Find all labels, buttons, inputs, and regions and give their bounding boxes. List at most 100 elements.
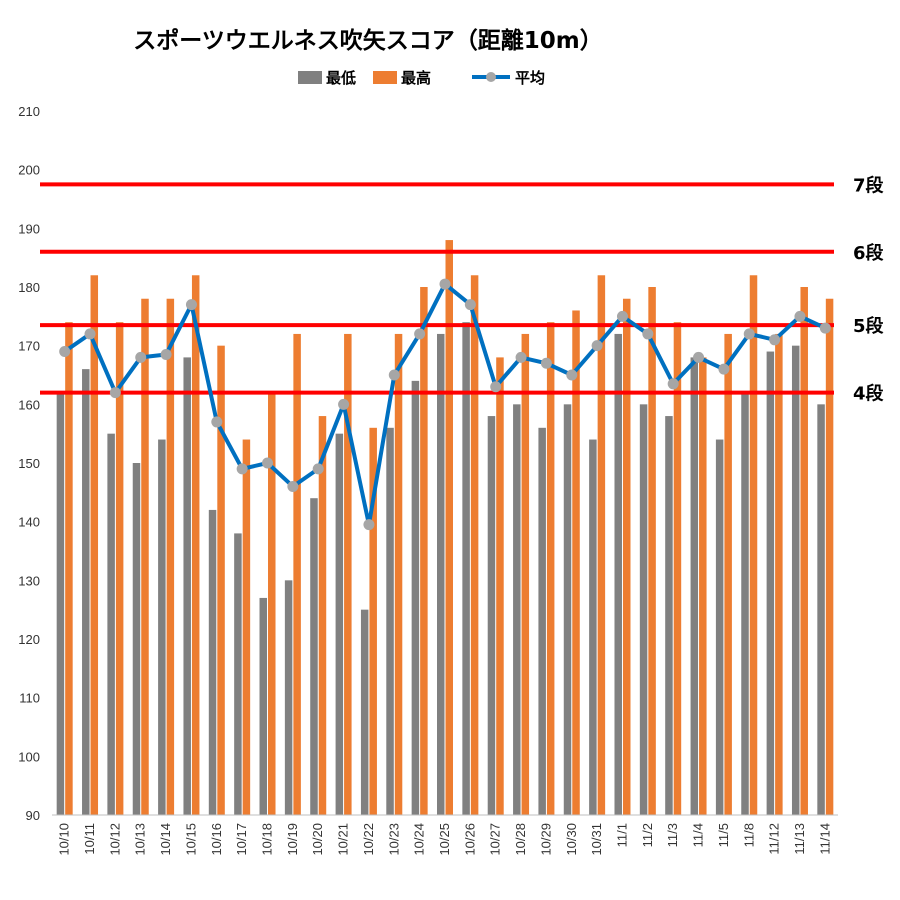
average-point (667, 378, 679, 390)
bar-min (513, 404, 521, 815)
chart-title: スポーツウエルネス吹矢スコア（距離10m） (133, 27, 603, 54)
bar-min (665, 416, 673, 815)
y-tick-label: 150 (18, 456, 40, 471)
x-tick-label: 11/2 (640, 823, 655, 847)
bar-min (639, 404, 648, 815)
average-point (414, 328, 426, 340)
average-point (515, 351, 527, 363)
bar-max (825, 298, 834, 815)
average-point (819, 322, 831, 334)
x-tick-label: 11/1 (614, 823, 629, 847)
legend-swatch-avg-marker (486, 72, 496, 82)
bar-max (191, 275, 200, 815)
y-tick-label: 100 (18, 749, 40, 764)
x-tick-label: 10/31 (589, 823, 604, 856)
x-tick-label: 11/14 (817, 823, 832, 855)
average-point (490, 381, 502, 393)
x-tick-label: 10/13 (133, 823, 148, 856)
x-tick-label: 10/18 (260, 823, 275, 856)
x-tick-label: 11/13 (792, 823, 807, 855)
bar-max (166, 298, 175, 815)
reference-line-label: 7段 (853, 174, 885, 196)
y-axis-ticks: 90 100 110 120 130 140 150 160 170 180 190 200 210 (18, 104, 40, 823)
bar-min (310, 498, 318, 815)
x-tick-label: 10/28 (513, 823, 528, 856)
average-point (591, 340, 603, 352)
average-point (312, 463, 324, 475)
reference-line-label: 6段 (853, 242, 885, 264)
bar-max (699, 357, 707, 815)
bar-max (496, 357, 504, 815)
legend-swatch-max (373, 71, 397, 84)
bar-min (284, 580, 293, 815)
legend-label-max: 最高 (401, 69, 431, 87)
average-point (566, 369, 578, 381)
x-tick-label: 10/24 (412, 823, 427, 856)
x-tick-label: 11/4 (691, 823, 706, 847)
x-tick-label: 10/26 (462, 823, 477, 856)
x-tick-label: 10/15 (183, 823, 198, 856)
bar-max (800, 287, 808, 815)
x-tick-label: 11/3 (665, 823, 680, 847)
bar-min (208, 509, 217, 815)
bar-min (817, 404, 825, 815)
bar-min (107, 433, 115, 815)
bar-max (394, 333, 403, 815)
average-line (59, 278, 831, 531)
x-tick-label: 11/5 (716, 823, 731, 847)
bar-max (344, 333, 352, 815)
bar-min (462, 322, 470, 815)
average-series-line (63, 282, 827, 527)
x-tick-label: 10/17 (234, 823, 249, 856)
x-tick-label: 10/30 (564, 823, 579, 856)
bar-max (546, 322, 555, 815)
y-tick-label: 120 (18, 632, 40, 647)
bar-max (65, 322, 73, 815)
bar-min (563, 404, 572, 815)
bar-min (360, 609, 369, 815)
bar-min (158, 439, 166, 815)
x-tick-label: 10/23 (386, 823, 401, 856)
average-point (262, 457, 274, 469)
bar-min (614, 333, 622, 815)
x-tick-label: 10/19 (285, 823, 300, 856)
y-tick-label: 90 (26, 808, 40, 823)
bar-max (572, 310, 580, 815)
x-tick-label: 10/27 (488, 823, 503, 856)
bar-min (766, 351, 775, 815)
average-point (540, 357, 552, 369)
bar-min (386, 427, 394, 815)
bar-min (132, 463, 141, 815)
average-point (743, 328, 755, 340)
bar-max (470, 275, 479, 815)
bar-max (775, 333, 783, 815)
bar-min (741, 392, 749, 815)
bar-min (411, 380, 420, 815)
y-tick-label: 180 (18, 280, 40, 295)
y-tick-label: 160 (18, 397, 40, 412)
bar-max (648, 287, 656, 815)
y-tick-label: 110 (19, 691, 40, 706)
average-point (464, 299, 476, 311)
average-point (160, 348, 172, 360)
bar-min (259, 597, 268, 815)
average-point (236, 463, 248, 475)
bar-max (420, 287, 428, 815)
bar-min (82, 369, 90, 815)
average-point (211, 416, 223, 428)
x-axis-ticks: 10/10 10/11 10/12 10/13 10/14 10/15 10/16 10/17… (57, 823, 833, 856)
bar-max (242, 439, 251, 815)
average-point (287, 480, 299, 492)
average-point (59, 346, 71, 358)
y-tick-label: 210 (18, 104, 40, 119)
x-tick-label: 10/12 (107, 823, 122, 856)
x-tick-label: 11/8 (741, 823, 756, 847)
y-tick-label: 190 (18, 221, 40, 236)
bar-min (715, 439, 724, 815)
bar-min (791, 345, 800, 815)
average-point (388, 369, 400, 381)
y-tick-label: 200 (18, 163, 40, 178)
bar-max (673, 322, 682, 815)
average-point (135, 351, 147, 363)
